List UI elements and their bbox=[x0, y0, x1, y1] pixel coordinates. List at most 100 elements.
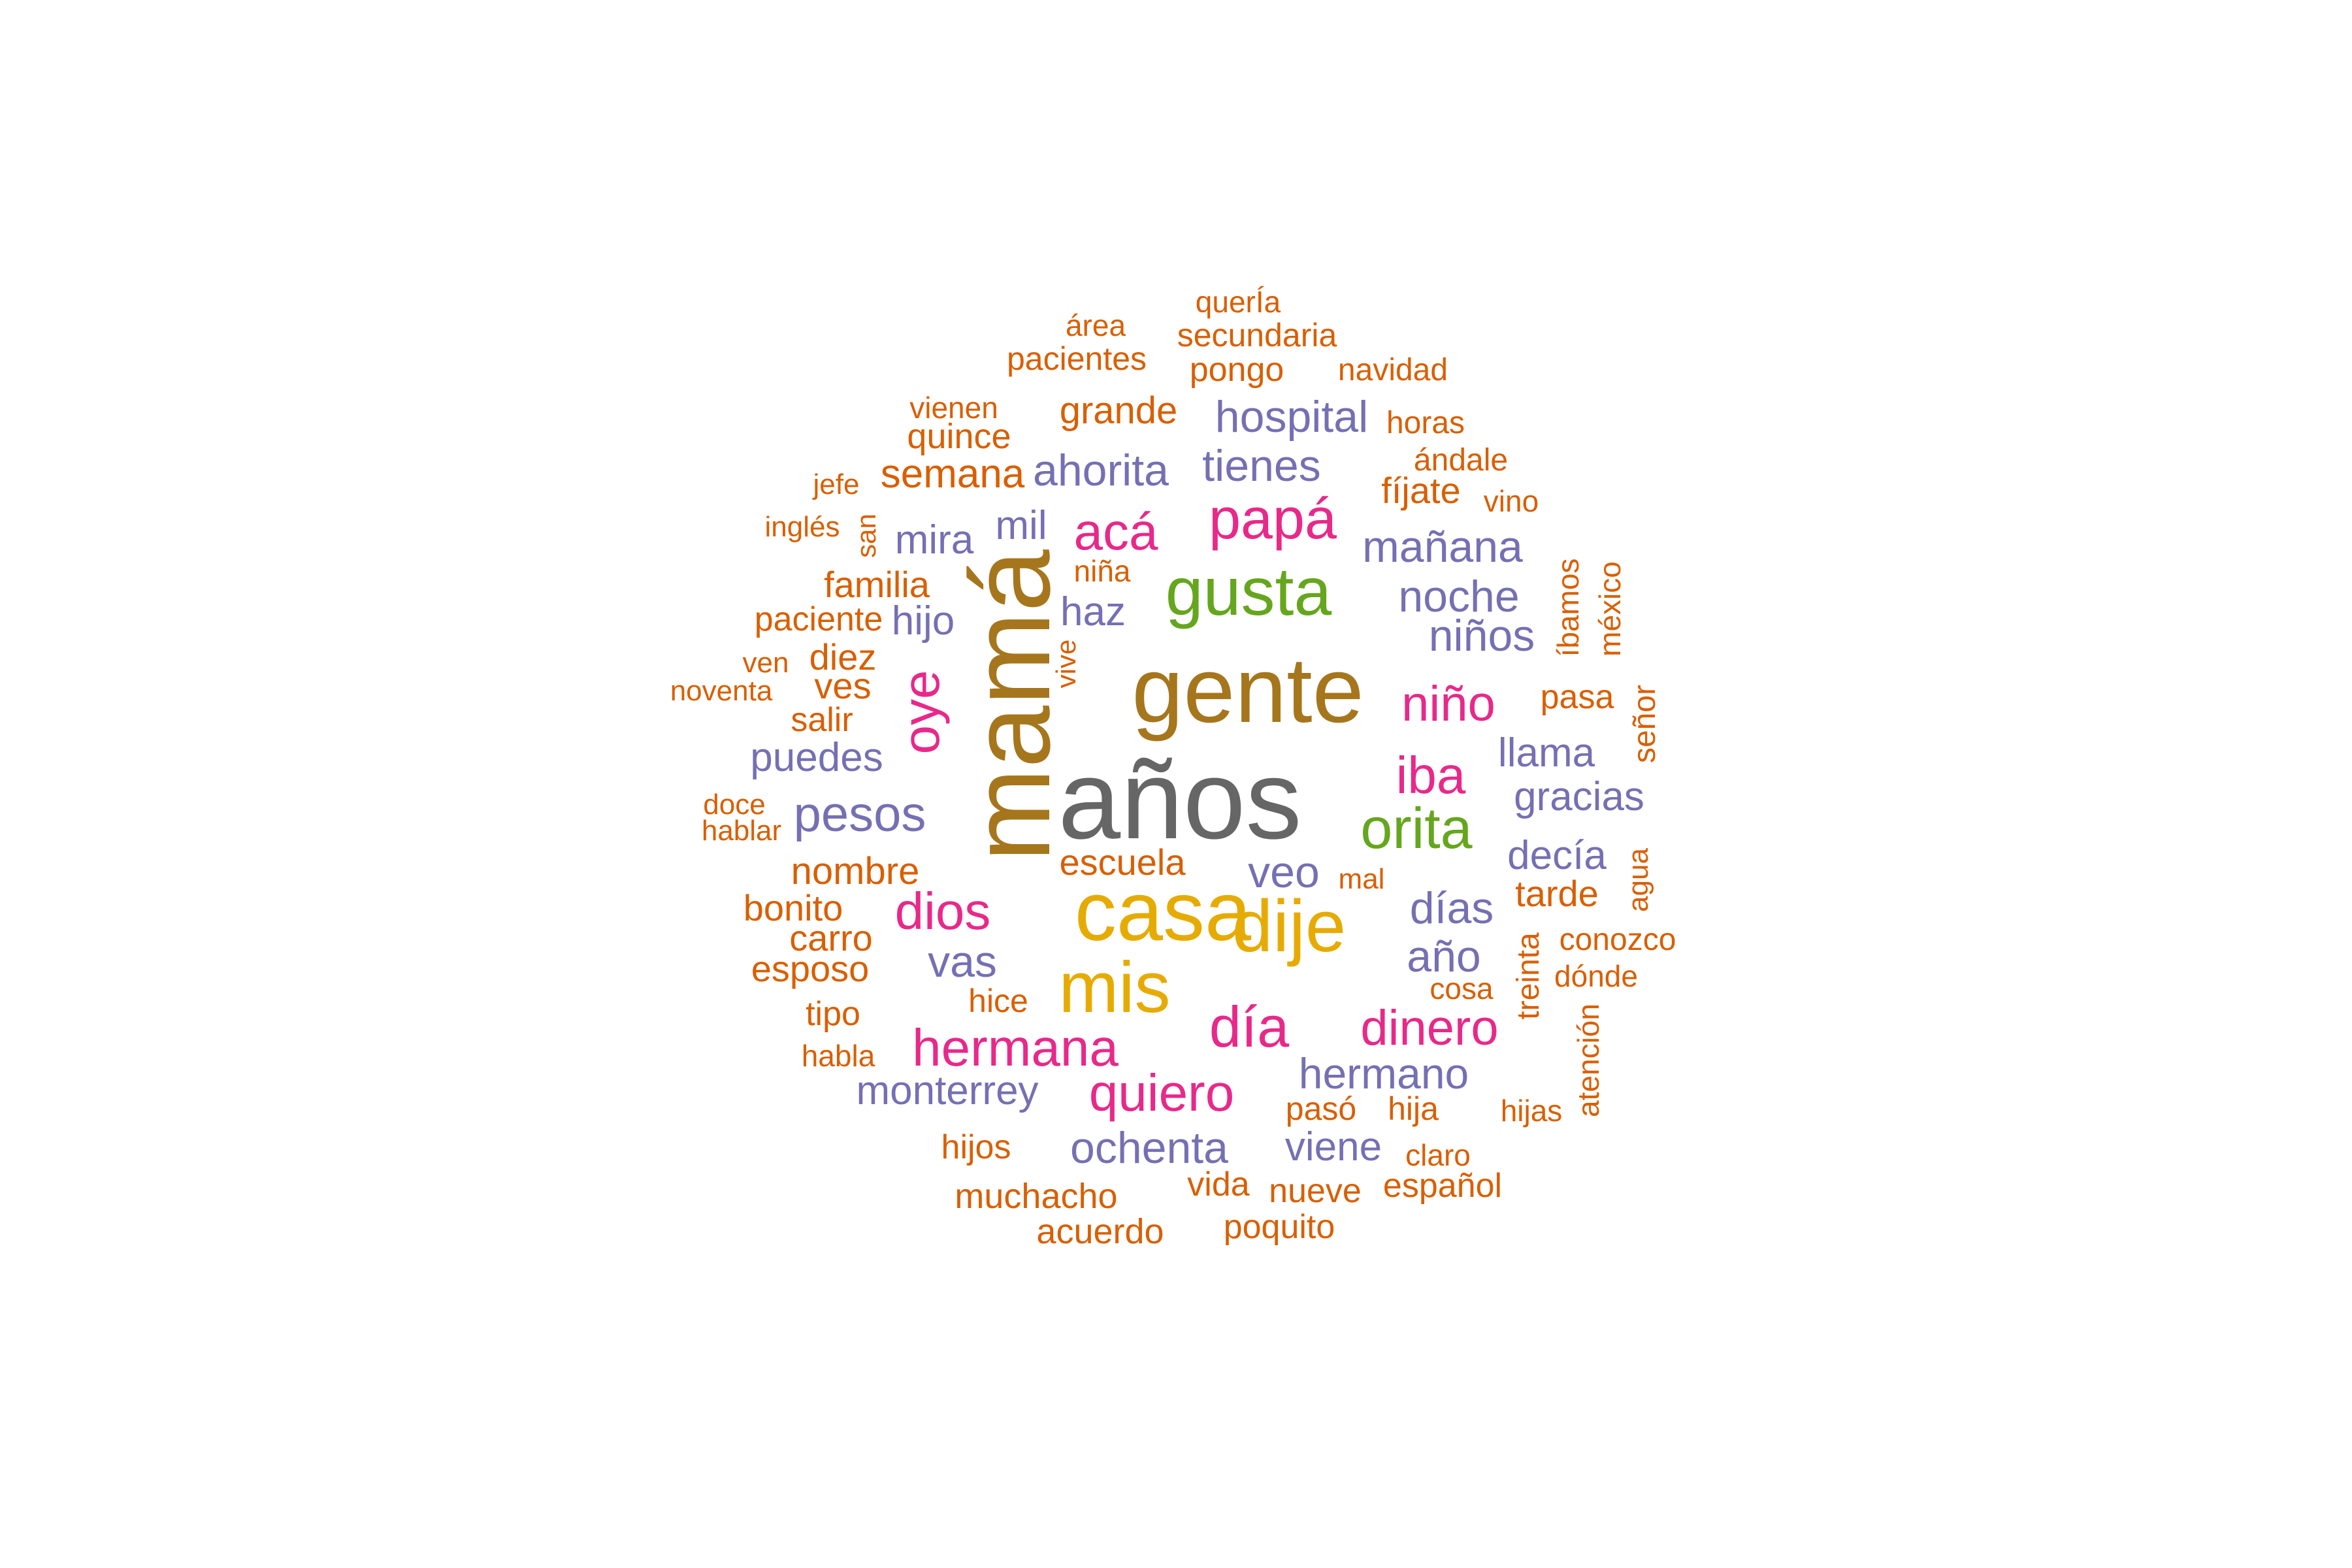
word-nueve: nueve bbox=[1269, 1172, 1362, 1210]
word-pongo: pongo bbox=[1189, 351, 1284, 389]
word-gracias: gracias bbox=[1514, 774, 1644, 819]
word-paciente: paciente bbox=[754, 600, 883, 638]
word-doce: doce bbox=[703, 789, 766, 821]
word-agua: agua bbox=[1622, 848, 1654, 912]
word-diez: diez bbox=[809, 636, 877, 678]
word-queria: querÍa bbox=[1195, 285, 1281, 319]
word-anos: años bbox=[1058, 737, 1302, 862]
word-oye: oye bbox=[892, 670, 950, 755]
word-nino: niño bbox=[1401, 676, 1495, 732]
word-muchacho: muchacho bbox=[955, 1177, 1118, 1216]
word-dia: día bbox=[1209, 994, 1290, 1059]
word-horas: horas bbox=[1386, 406, 1465, 440]
word-mil: mil bbox=[995, 503, 1047, 548]
word-puedes: puedes bbox=[750, 735, 883, 780]
word-llama: llama bbox=[1497, 730, 1595, 776]
word-tienes: tienes bbox=[1202, 441, 1321, 491]
word-ochenta: ochenta bbox=[1070, 1123, 1228, 1173]
word-casa: casa bbox=[1074, 865, 1252, 958]
word-orita: orita bbox=[1360, 796, 1473, 860]
word-hermano: hermano bbox=[1298, 1049, 1469, 1098]
word-ano: año bbox=[1407, 932, 1481, 981]
word-ves: ves bbox=[814, 665, 872, 706]
word-espanol: español bbox=[1382, 1167, 1503, 1205]
word-ibamos: íbamos bbox=[1551, 558, 1585, 657]
word-papa: papá bbox=[1209, 486, 1337, 551]
word-jefe: jefe bbox=[813, 468, 860, 500]
word-cosa: cosa bbox=[1429, 972, 1494, 1005]
word-ingles: inglés bbox=[764, 511, 840, 543]
word-hijos: hijos bbox=[941, 1128, 1011, 1166]
word-salir: salir bbox=[791, 701, 853, 739]
word-pasa: pasa bbox=[1540, 678, 1614, 716]
word-noche: noche bbox=[1398, 572, 1520, 621]
word-iba: iba bbox=[1396, 746, 1466, 804]
word-manana: mañana bbox=[1362, 522, 1523, 572]
word-paso: pasó bbox=[1285, 1090, 1357, 1127]
word-veo: veo bbox=[1248, 847, 1320, 897]
word-andale: ándale bbox=[1413, 443, 1509, 478]
word-habla: habla bbox=[801, 1039, 875, 1073]
word-claro: claro bbox=[1405, 1138, 1471, 1172]
word-quiero: quiero bbox=[1088, 1064, 1235, 1122]
word-senor: señor bbox=[1627, 684, 1662, 764]
word-decia: decía bbox=[1507, 833, 1607, 878]
word-pesos: pesos bbox=[793, 787, 926, 842]
word-fijate: fíjate bbox=[1381, 470, 1461, 511]
word-familia: familia bbox=[824, 564, 930, 605]
word-area: área bbox=[1065, 308, 1126, 342]
word-nombre: nombre bbox=[791, 850, 920, 892]
word-vive: vive bbox=[1051, 639, 1081, 689]
word-mis: mis bbox=[1058, 947, 1171, 1028]
word-aca: acá bbox=[1073, 502, 1158, 561]
word-gente: gente bbox=[1132, 638, 1364, 742]
word-dinero: dinero bbox=[1360, 1000, 1499, 1056]
word-vida: vida bbox=[1187, 1166, 1250, 1203]
word-haz: haz bbox=[1060, 589, 1126, 634]
word-carro: carro bbox=[789, 917, 873, 958]
word-poquito: poquito bbox=[1223, 1208, 1335, 1246]
word-hija: hija bbox=[1388, 1090, 1439, 1127]
word-hice: hice bbox=[968, 983, 1028, 1019]
word-mexico: méxico bbox=[1593, 561, 1627, 657]
word-vino: vino bbox=[1483, 484, 1539, 518]
word-viene: viene bbox=[1284, 1124, 1382, 1169]
word-atencion: atención bbox=[1571, 1004, 1605, 1117]
word-quince: quince bbox=[907, 417, 1011, 456]
word-ahorita: ahorita bbox=[1033, 446, 1169, 495]
word-vas: vas bbox=[928, 937, 997, 987]
word-dios: dios bbox=[894, 882, 991, 940]
word-hospital: hospital bbox=[1215, 392, 1369, 442]
word-acuerdo: acuerdo bbox=[1036, 1212, 1164, 1251]
word-san: san bbox=[851, 514, 881, 558]
word-noventa: noventa bbox=[670, 675, 773, 707]
word-gusta: gusta bbox=[1165, 554, 1332, 630]
word-pacientes: pacientes bbox=[1006, 340, 1147, 377]
word-esposo: esposo bbox=[751, 948, 870, 989]
word-treinta: treinta bbox=[1511, 932, 1546, 1020]
word-ven: ven bbox=[742, 647, 789, 679]
word-monterrey: monterrey bbox=[856, 1068, 1039, 1113]
word-ninos: niños bbox=[1428, 611, 1535, 661]
word-nina: niña bbox=[1073, 554, 1131, 588]
word-hijo: hijo bbox=[891, 598, 955, 644]
word-secundaria: secundaria bbox=[1177, 317, 1337, 353]
word-donde: dónde bbox=[1554, 959, 1638, 993]
word-grande: grande bbox=[1059, 389, 1178, 432]
word-vienen: vienen bbox=[909, 391, 998, 425]
word-tarde: tarde bbox=[1515, 873, 1599, 914]
word-dias: días bbox=[1409, 883, 1494, 933]
word-bonito: bonito bbox=[743, 887, 843, 928]
word-semana: semana bbox=[880, 451, 1025, 497]
word-mira: mira bbox=[894, 517, 974, 563]
word-navidad: navidad bbox=[1337, 353, 1448, 387]
word-tipo: tipo bbox=[806, 995, 860, 1033]
word-hijas: hijas bbox=[1500, 1094, 1563, 1128]
word-hablar: hablar bbox=[701, 815, 782, 847]
word-mal: mal bbox=[1338, 863, 1385, 895]
word-escuela: escuela bbox=[1059, 841, 1186, 883]
word-hermana: hermana bbox=[912, 1019, 1119, 1077]
word-mama: mamá bbox=[948, 549, 1073, 862]
word-dije: dije bbox=[1232, 885, 1347, 967]
